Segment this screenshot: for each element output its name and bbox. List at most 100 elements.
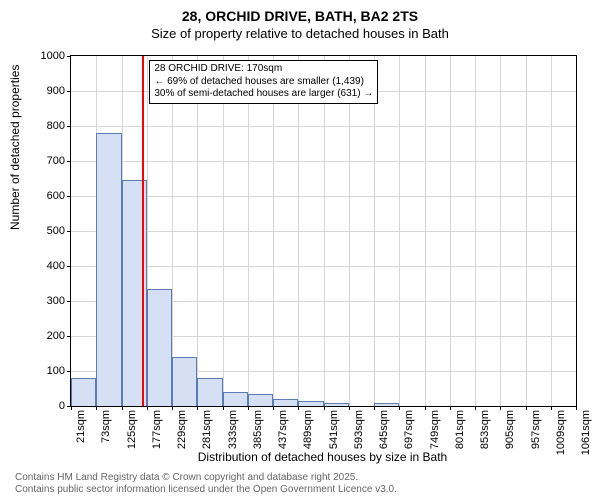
gridline-vertical: [450, 56, 451, 406]
histogram-bar: [223, 392, 248, 406]
x-tick-mark: [374, 406, 375, 410]
x-tick-label: 541sqm: [328, 410, 340, 449]
x-tick-label: 125sqm: [126, 410, 138, 449]
footer-line: Contains HM Land Registry data © Crown c…: [15, 472, 397, 484]
y-tick-label: 600: [47, 190, 65, 202]
y-tick-label: 900: [47, 85, 65, 97]
histogram-bar: [248, 394, 273, 406]
title-block: 28, ORCHID DRIVE, BATH, BA2 2TS Size of …: [0, 0, 600, 41]
y-tick-label: 700: [47, 155, 65, 167]
histogram-bar: [172, 357, 197, 406]
gridline-vertical: [172, 56, 173, 406]
y-tick-mark: [67, 161, 71, 162]
chart-container: 28, ORCHID DRIVE, BATH, BA2 2TS Size of …: [0, 0, 600, 500]
x-tick-label: 957sqm: [530, 410, 542, 449]
y-tick-mark: [67, 231, 71, 232]
x-tick-label: 697sqm: [403, 410, 415, 449]
x-tick-label: 437sqm: [277, 410, 289, 449]
histogram-bar: [298, 401, 323, 406]
histogram-bar: [374, 403, 399, 407]
x-tick-mark: [450, 406, 451, 410]
y-tick-label: 300: [47, 295, 65, 307]
x-tick-label: 177sqm: [151, 410, 163, 449]
x-tick-mark: [122, 406, 123, 410]
x-tick-label: 1009sqm: [555, 410, 567, 455]
x-tick-label: 1061sqm: [580, 410, 592, 455]
x-tick-mark: [475, 406, 476, 410]
gridline-vertical: [349, 56, 350, 406]
x-tick-label: 905sqm: [504, 410, 516, 449]
x-tick-mark: [425, 406, 426, 410]
x-tick-mark: [526, 406, 527, 410]
y-tick-mark: [67, 126, 71, 127]
x-tick-mark: [71, 406, 72, 410]
y-tick-label: 100: [47, 365, 65, 377]
x-tick-mark: [147, 406, 148, 410]
y-tick-mark: [67, 301, 71, 302]
x-tick-label: 749sqm: [429, 410, 441, 449]
chart-title: 28, ORCHID DRIVE, BATH, BA2 2TS: [0, 8, 600, 24]
y-tick-mark: [67, 336, 71, 337]
gridline-vertical: [223, 56, 224, 406]
gridline-vertical: [324, 56, 325, 406]
x-tick-label: 385sqm: [252, 410, 264, 449]
annotation-line: 28 ORCHID DRIVE: 170sqm: [154, 63, 373, 76]
y-tick-label: 500: [47, 225, 65, 237]
x-tick-label: 333sqm: [227, 410, 239, 449]
footer-line: Contains public sector information licen…: [15, 484, 397, 496]
property-marker-line: [142, 56, 144, 406]
plot-area: 0100200300400500600700800900100021sqm73s…: [70, 55, 577, 407]
chart-subtitle: Size of property relative to detached ho…: [0, 26, 600, 41]
x-tick-mark: [248, 406, 249, 410]
x-tick-mark: [223, 406, 224, 410]
annotation-box: 28 ORCHID DRIVE: 170sqm← 69% of detached…: [149, 60, 378, 104]
gridline-vertical: [500, 56, 501, 406]
x-tick-mark: [349, 406, 350, 410]
y-tick-label: 1000: [41, 50, 65, 62]
histogram-bar: [71, 378, 96, 406]
y-tick-label: 0: [59, 400, 65, 412]
gridline-vertical: [298, 56, 299, 406]
x-tick-mark: [298, 406, 299, 410]
y-tick-mark: [67, 371, 71, 372]
y-tick-mark: [67, 266, 71, 267]
x-tick-label: 593sqm: [353, 410, 365, 449]
gridline-vertical: [526, 56, 527, 406]
x-axis-label: Distribution of detached houses by size …: [70, 450, 575, 464]
x-tick-mark: [500, 406, 501, 410]
annotation-line: 30% of semi-detached houses are larger (…: [154, 88, 373, 101]
y-tick-mark: [67, 91, 71, 92]
gridline-vertical: [197, 56, 198, 406]
histogram-bar: [273, 399, 298, 406]
gridline-vertical: [248, 56, 249, 406]
x-tick-label: 645sqm: [378, 410, 390, 449]
x-tick-mark: [197, 406, 198, 410]
x-tick-label: 21sqm: [75, 410, 87, 443]
y-tick-mark: [67, 56, 71, 57]
annotation-line: ← 69% of detached houses are smaller (1,…: [154, 76, 373, 89]
x-tick-label: 229sqm: [176, 410, 188, 449]
x-tick-mark: [96, 406, 97, 410]
gridline-vertical: [475, 56, 476, 406]
histogram-bar: [96, 133, 121, 406]
x-tick-mark: [273, 406, 274, 410]
x-tick-label: 73sqm: [100, 410, 112, 443]
gridline-vertical: [374, 56, 375, 406]
gridline-vertical: [551, 56, 552, 406]
x-tick-label: 281sqm: [201, 410, 213, 449]
gridline-vertical: [399, 56, 400, 406]
histogram-bar: [324, 403, 349, 406]
y-tick-mark: [67, 196, 71, 197]
histogram-bar: [197, 378, 222, 406]
x-tick-label: 801sqm: [454, 410, 466, 449]
y-axis-label: Number of detached properties: [8, 65, 22, 230]
footer-attribution: Contains HM Land Registry data © Crown c…: [15, 472, 397, 496]
x-tick-label: 489sqm: [302, 410, 314, 449]
x-tick-mark: [172, 406, 173, 410]
gridline-vertical: [425, 56, 426, 406]
x-tick-mark: [551, 406, 552, 410]
y-tick-label: 400: [47, 260, 65, 272]
gridline-vertical: [273, 56, 274, 406]
y-tick-label: 800: [47, 120, 65, 132]
histogram-bar: [147, 289, 172, 406]
